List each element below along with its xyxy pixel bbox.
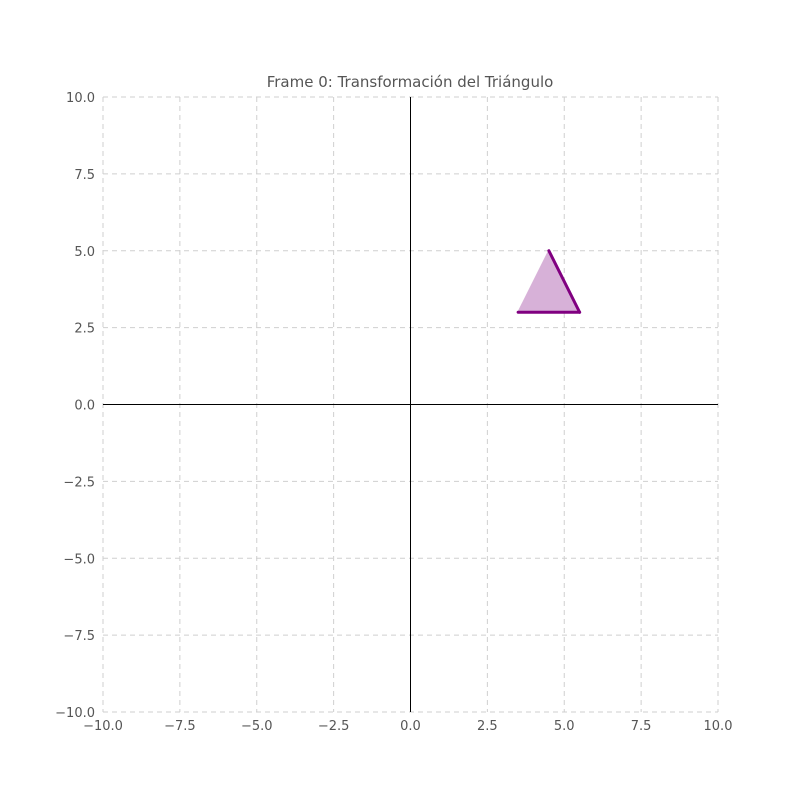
chart-title: Frame 0: Transformación del Triángulo bbox=[267, 73, 554, 91]
y-tick-label: −2.5 bbox=[63, 475, 95, 490]
axes bbox=[103, 97, 718, 712]
triangle-edge-right bbox=[547, 249, 582, 314]
x-tick-label: 2.5 bbox=[477, 719, 498, 734]
x-tick-label: 5.0 bbox=[554, 719, 575, 734]
x-tick-label: −2.5 bbox=[318, 719, 350, 734]
triangle-fill bbox=[518, 250, 580, 313]
y-tick-label: 7.5 bbox=[74, 168, 95, 183]
x-tick-label: 10.0 bbox=[704, 719, 733, 734]
x-tick-label: −7.5 bbox=[164, 719, 196, 734]
y-tick-label: −10.0 bbox=[55, 706, 95, 721]
y-tick-label: 5.0 bbox=[74, 245, 95, 260]
y-tick-label: 0.0 bbox=[74, 399, 95, 414]
triangle-edge-left bbox=[517, 250, 550, 313]
marks bbox=[516, 249, 582, 314]
x-tick-label: −5.0 bbox=[241, 719, 273, 734]
x-tick-label: −10.0 bbox=[83, 719, 123, 734]
x-tick-label: 7.5 bbox=[631, 719, 652, 734]
y-tick-label: 2.5 bbox=[74, 322, 95, 337]
y-tick-label: 10.0 bbox=[66, 91, 95, 106]
y-tick-label: −7.5 bbox=[63, 629, 95, 644]
tick-labels: −10.0 −7.5 −5.0 −2.5 0.0 2.5 5.0 7.5 10.0 −10.0 −7… bbox=[55, 91, 732, 734]
y-tick-label: −5.0 bbox=[63, 552, 95, 567]
x-tick-label: 0.0 bbox=[400, 719, 421, 734]
